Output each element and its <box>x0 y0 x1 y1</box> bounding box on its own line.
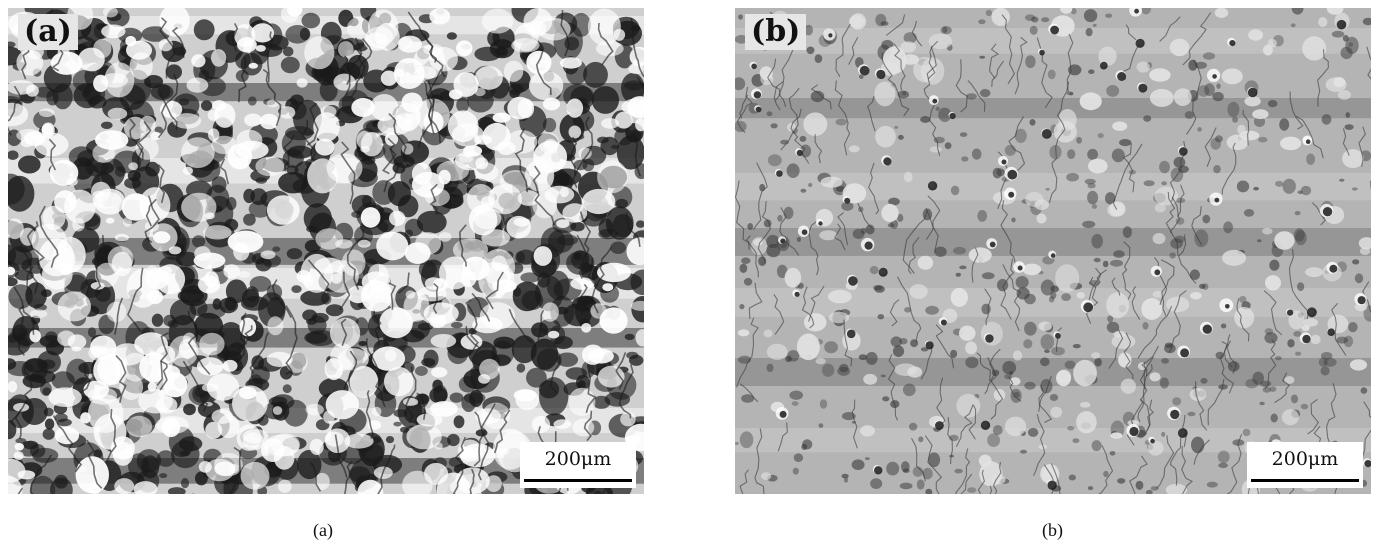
scale-bar-line-b <box>1251 479 1359 482</box>
panel-label-a: (a) <box>18 14 78 50</box>
scale-bar-label-a: 200μm <box>544 448 612 470</box>
micrograph-b: (b) 200μm <box>735 8 1371 494</box>
micrograph-a: (a) 200μm <box>8 8 644 494</box>
caption-a: (a) <box>313 520 333 540</box>
micrograph-b-texture <box>735 8 1371 494</box>
scale-bar-a: 200μm <box>520 442 636 488</box>
scale-bar-label-b: 200μm <box>1271 448 1339 470</box>
caption-b: (b) <box>1042 520 1063 540</box>
scale-bar-line-a <box>524 479 632 482</box>
scale-bar-b: 200μm <box>1247 442 1363 488</box>
panel-label-b: (b) <box>745 14 807 50</box>
micrograph-a-texture <box>8 8 644 494</box>
